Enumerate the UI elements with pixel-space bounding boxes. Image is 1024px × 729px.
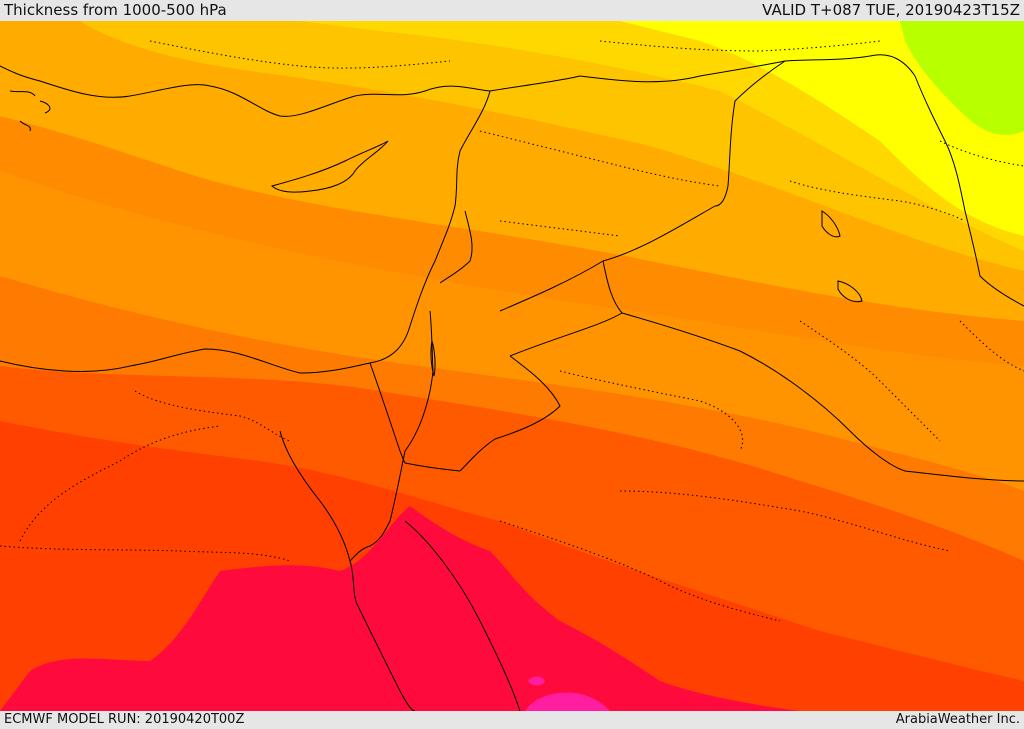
weather-map[interactable] [0,21,1024,711]
band-magenta [525,692,610,711]
province-borders [0,40,1024,622]
coast-cyprus [270,140,389,193]
border-turkey-iraq [784,54,916,77]
border-jordan-iraq-saudi [509,260,623,357]
credit-label: ArabiaWeather Inc. [895,712,1020,727]
band-magenta-spot [528,676,545,686]
thickness-map-svg [0,21,1024,711]
border-lebanon-syria [439,210,473,284]
coast-sinai-aqaba [349,450,406,562]
border-iraq-saudi [621,312,1024,482]
province-saudi-3 [559,370,744,452]
band-yellow [620,21,1024,236]
coast-red-sea-gulf-suez [279,430,359,607]
footer-bar: ECMWF MODEL RUN: 20190420T00Z ArabiaWeat… [0,711,1024,729]
model-run-label: ECMWF MODEL RUN: 20190420T00Z [4,712,245,727]
coast-red-sea-west [357,605,416,711]
border-israel-jordan [404,310,434,452]
border-jordan-saudi [459,355,561,472]
coastlines [0,65,863,711]
band-lime [900,21,1024,135]
band-crimson [0,506,800,711]
header-bar: Thickness from 1000-500 hPa VALID T+087 … [0,0,1024,21]
border-saudi-egypt-line [404,462,461,472]
province-saudi-2 [619,490,951,552]
border-iraq-iran [914,75,1024,307]
coast-red-sea-east [404,520,521,711]
border-egypt-israel [369,362,406,464]
coast-turkey-south [0,65,491,117]
coast-mediterranean-south [0,90,491,374]
province-iraq-2 [799,320,941,442]
border-syria-jordan-iraq [499,205,716,312]
map-title: Thickness from 1000-500 hPa [4,1,227,19]
coast-dead-sea [430,340,436,377]
province-iran-1 [959,320,1024,372]
coast-lake-razazza [837,280,863,303]
valid-time: VALID T+087 TUE, 20190423T15Z [762,1,1020,19]
province-iraq-1 [789,180,966,222]
thickness-bands [0,21,1024,711]
coast-lake-tharthar [821,210,841,238]
coast-aegean-islands [9,90,51,132]
province-iran-2 [939,140,1024,167]
national-borders [369,54,1024,482]
border-syria-iraq [714,60,786,207]
province-syria-2 [499,220,621,237]
border-turkey-syria [489,60,786,92]
